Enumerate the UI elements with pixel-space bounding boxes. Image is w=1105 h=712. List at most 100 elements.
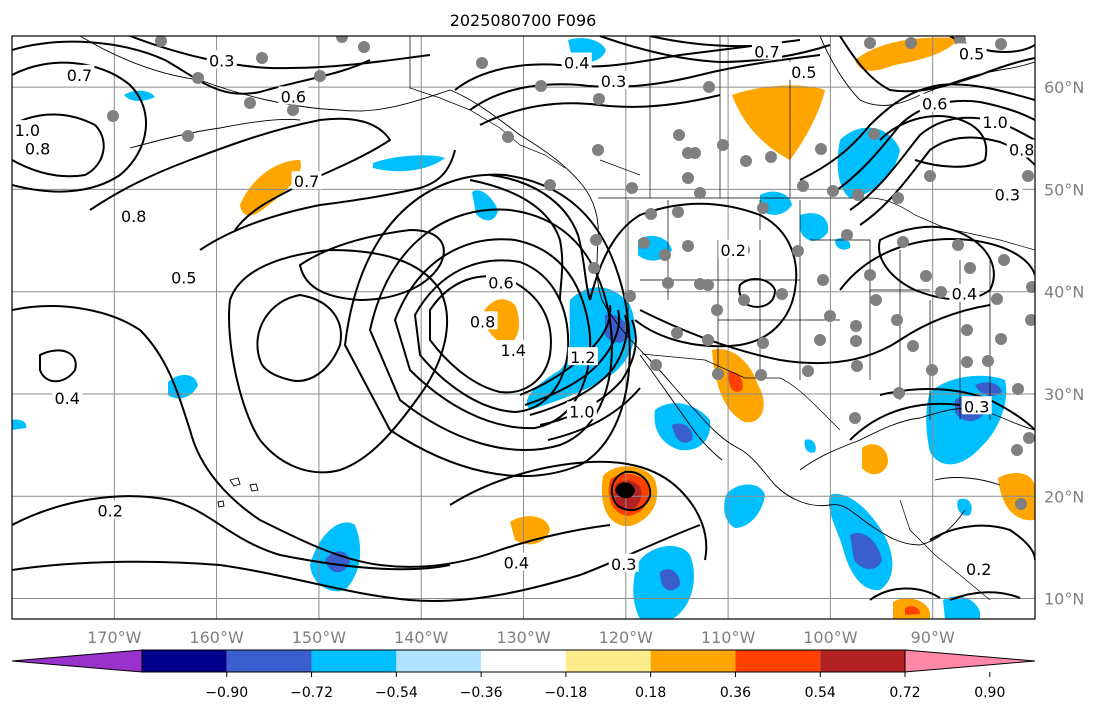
contour-line (12, 524, 701, 602)
contour-line (449, 460, 708, 561)
contour-label: 0.3 (964, 397, 989, 416)
colorbar-tick-label: −0.36 (460, 685, 503, 701)
contour-label: 0.7 (67, 66, 92, 85)
contour-label-bg (961, 396, 992, 415)
contour-line (849, 402, 961, 441)
contour-label-bg (12, 120, 43, 139)
lon-tick-label: 150°W (292, 628, 347, 647)
contour-label: 0.5 (171, 268, 196, 287)
latitude-tick-labels: 60°N 50°N 40°N 30°N 20°N 10°N (1044, 78, 1084, 608)
central-america-border (899, 499, 991, 601)
contour-line (524, 309, 620, 406)
contour-label-bg (566, 401, 597, 420)
warm-anomaly-patch (732, 85, 825, 160)
contour-line (929, 524, 1035, 561)
contour-line (469, 179, 564, 301)
contour-line (599, 36, 831, 63)
gulf-coast (799, 407, 1035, 471)
contour-label-bg (118, 206, 149, 225)
coastlines (79, 36, 1035, 546)
lon-tick-label: 100°W (803, 628, 858, 647)
contour-label-bg (949, 283, 980, 302)
colorbar-segment (481, 650, 566, 672)
cold-anomaly-patch (660, 569, 680, 591)
contour-label: 0.8 (25, 140, 50, 159)
contour-line (839, 238, 1035, 291)
colorbar-segment (396, 650, 482, 672)
cold-anomaly-patch (943, 596, 980, 619)
contour-line (610, 470, 652, 512)
contour-label: 0.4 (504, 554, 529, 573)
contour-label-bg (561, 52, 592, 71)
cuba-coast (934, 477, 1001, 486)
contour-label: 0.4 (564, 54, 589, 73)
contour-line (129, 36, 431, 70)
contour-line (547, 387, 641, 441)
map-area: 0.30.60.71.00.80.70.80.50.40.20.4 0.31.00… (12, 36, 1035, 619)
alaska-canada-border (409, 36, 566, 169)
contour-line (256, 294, 342, 382)
contour-line (949, 591, 1021, 601)
contour-label-bg (963, 558, 994, 577)
lon-tick-label: 170°W (87, 628, 142, 647)
contour-line (489, 174, 591, 301)
contour-line (839, 36, 1035, 93)
cold-anomaly-patch (168, 374, 198, 399)
cold-anomaly-patch (800, 213, 829, 241)
contour-label-bg (980, 111, 1011, 130)
lat-tick-label: 50°N (1044, 180, 1084, 199)
map-title: 2025080700 F096 (450, 11, 597, 30)
contour-line (12, 495, 451, 571)
cold-anomaly-patch (373, 155, 445, 172)
contour-label: 0.3 (611, 555, 636, 574)
contour-label-bg (718, 239, 749, 258)
contour-label: 0.7 (754, 42, 779, 61)
colorbar-extend-high (904, 649, 1036, 673)
cold-anomaly-patch (12, 419, 27, 430)
contour-label: 0.6 (488, 273, 513, 292)
contour-label-bg (567, 347, 598, 366)
contour-label: 1.0 (569, 402, 594, 421)
contour-label-bg (485, 272, 516, 291)
colorbar-segment (311, 650, 397, 672)
contour-label: 0.2 (97, 502, 122, 521)
colorbar-tick-label: 0.72 (889, 685, 920, 701)
cold-anomaly-patch (975, 382, 1002, 396)
aleutian-coast (129, 119, 301, 149)
contour-label: 0.5 (959, 44, 984, 63)
lat-tick-label: 10°N (1044, 590, 1084, 609)
colorbar: −0.90 −0.72 −0.54 −0.36 −0.18 0.18 0.36 0.54 0.7… (11, 649, 1036, 701)
lon-tick-label: 110°W (701, 628, 756, 647)
warm-anomaly-patch (728, 371, 743, 392)
contour-label: 0.5 (791, 63, 816, 82)
lat-tick-label: 20°N (1044, 487, 1084, 506)
longitude-tick-labels: 170°W 160°W 150°W 140°W 130°W 120°W 110°W 100°W… (87, 628, 955, 647)
contour-label: 1.0 (982, 113, 1007, 132)
contour-label: 0.8 (121, 207, 146, 226)
contour-label: 0.3 (995, 186, 1020, 205)
contour-line (469, 54, 821, 111)
contour-label: 1.0 (15, 121, 40, 140)
cold-anomaly-patch (957, 498, 972, 516)
colorbar-extend-low (11, 649, 143, 673)
cold-anomaly-patch (472, 190, 498, 221)
colorbar-tick-label: 0.36 (720, 685, 751, 701)
baja-coast (639, 354, 723, 461)
contour-line (199, 149, 456, 251)
colorbar-tick-label: 0.18 (635, 685, 666, 701)
contour-line (228, 249, 448, 474)
contour-line (738, 278, 776, 308)
colorbar-tick-label: −0.90 (205, 685, 248, 701)
colorbar-segment (142, 650, 227, 672)
contour-label: 0.3 (209, 52, 234, 71)
contour-line (39, 349, 77, 383)
colorbar-tick-label: −0.54 (375, 685, 418, 701)
contour-label-bg (22, 138, 53, 157)
contour-line (849, 116, 1035, 211)
contour-line (299, 229, 445, 301)
colorbar-tick-label: 0.54 (805, 685, 836, 701)
contour-line (878, 225, 995, 301)
contour-label-bg (501, 552, 532, 571)
cold-anomaly-patch (804, 439, 816, 453)
contour-label-bg (498, 340, 529, 359)
